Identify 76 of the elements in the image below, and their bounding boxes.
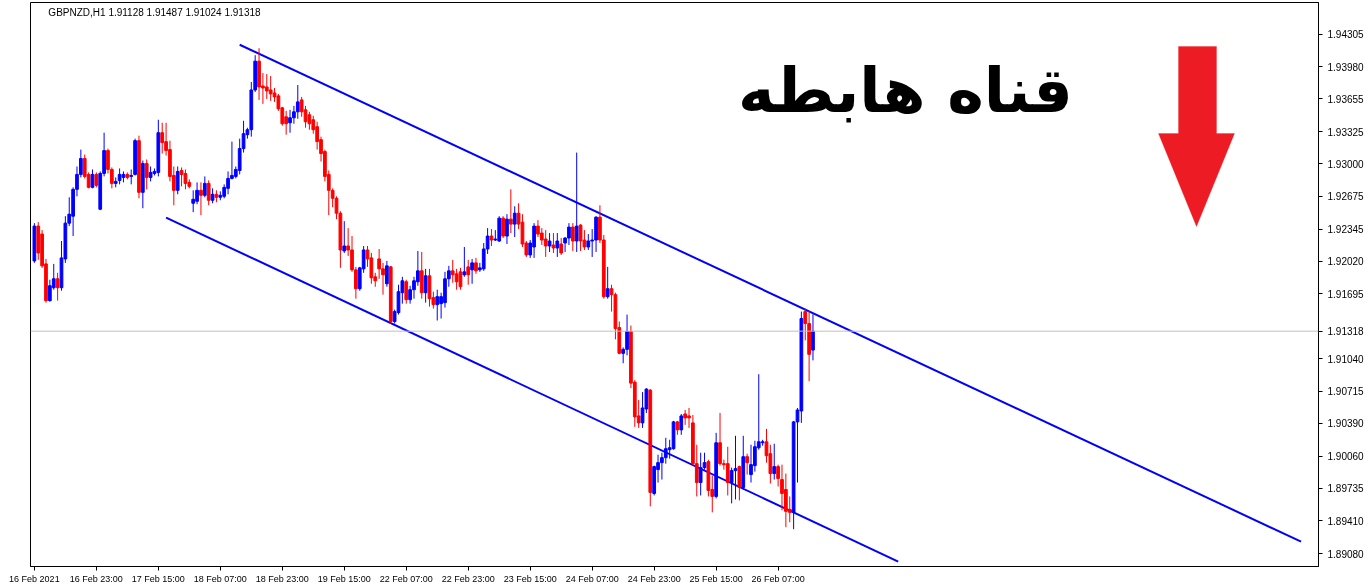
x-tick-label: 22 Feb 07:00	[379, 573, 433, 584]
candlestick	[508, 188, 513, 234]
annotation: قناه هابطه	[738, 53, 1073, 127]
candlestick	[268, 75, 273, 102]
candlestick	[419, 251, 424, 300]
candlestick	[264, 73, 269, 100]
candlestick	[206, 179, 211, 206]
candlestick	[547, 232, 552, 253]
candlestick	[640, 391, 645, 429]
x-tick-label: 23 Feb 15:00	[503, 573, 557, 584]
candlestick	[462, 246, 467, 278]
x-tick-label: 24 Feb 23:00	[627, 573, 681, 584]
y-tick-label: 1.89410	[1327, 515, 1365, 527]
candlestick	[567, 222, 571, 246]
candlestick	[160, 122, 165, 155]
candlestick	[605, 266, 610, 300]
candlestick	[342, 220, 347, 254]
candlestick	[497, 215, 502, 243]
candlestick	[435, 289, 440, 322]
y-tick-label: 1.92675	[1327, 191, 1365, 203]
y-tick-label: 1.93325	[1327, 126, 1365, 138]
candlestick	[199, 181, 203, 216]
y-tick-label: 1.92345	[1327, 224, 1365, 236]
x-tick-label: 24 Feb 07:00	[565, 573, 619, 584]
candlestick	[811, 313, 815, 361]
candlestick	[144, 159, 149, 190]
x-tick-label: 22 Feb 23:00	[441, 573, 495, 584]
x-tick-label: 19 Feb 15:00	[317, 573, 371, 584]
candlestick	[749, 444, 753, 484]
candlestick	[175, 165, 180, 195]
ref-line-label: 1.91318	[1327, 326, 1365, 338]
y-tick-label: 1.90060	[1327, 451, 1365, 463]
candlestick	[574, 152, 579, 253]
candlestick	[288, 109, 292, 134]
candlestick	[385, 260, 389, 288]
candlestick	[718, 412, 722, 467]
x-tick-label: 26 Feb 07:00	[751, 573, 805, 584]
chart-title: GBPNZD,H1 1.91128 1.91487 1.91024 1.91318	[48, 6, 261, 18]
x-tick-label: 25 Feb 15:00	[689, 573, 743, 584]
y-tick-label: 1.91040	[1327, 353, 1365, 365]
candlestick	[570, 222, 575, 252]
candlestick	[772, 443, 777, 481]
candlestick	[512, 205, 517, 238]
candlestick	[202, 175, 207, 198]
candlestick	[458, 267, 463, 291]
candlestick	[725, 446, 730, 496]
x-tick-label: 18 Feb 07:00	[193, 573, 247, 584]
y-tick-label: 1.89080	[1327, 548, 1365, 560]
candlestick	[505, 213, 509, 245]
x-tick-label: 18 Feb 23:00	[255, 573, 309, 584]
y-tick-label: 1.91695	[1327, 288, 1365, 300]
y-tick-label: 1.90715	[1327, 386, 1365, 398]
candlestick	[594, 215, 598, 253]
y-tick-label: 1.93980	[1327, 61, 1365, 73]
y-tick-label: 1.93000	[1327, 159, 1365, 170]
y-tick-label: 1.93655	[1327, 93, 1365, 105]
y-tick-label: 1.92020	[1327, 256, 1365, 268]
candlestick	[679, 413, 684, 436]
y-tick-label: 1.90390	[1327, 418, 1365, 430]
candlestick	[733, 435, 738, 500]
x-tick-label: 16 Feb 2021	[9, 573, 60, 584]
candlestick	[470, 258, 474, 285]
candlestick	[284, 110, 289, 136]
candlestick	[737, 465, 742, 501]
candlestick	[578, 223, 583, 252]
candlestick	[532, 222, 536, 259]
candlestick	[295, 84, 300, 120]
y-tick-label: 1.89735	[1327, 483, 1365, 495]
candlestick	[745, 453, 749, 476]
candlestick	[551, 232, 556, 254]
y-tick-label: 1.94305	[1327, 29, 1365, 41]
candlestick	[226, 170, 230, 195]
candlestick	[179, 166, 184, 187]
candlestick	[501, 215, 505, 239]
x-tick-label: 16 Feb 23:00	[69, 573, 123, 584]
x-tick-label: 17 Feb 15:00	[131, 573, 185, 584]
